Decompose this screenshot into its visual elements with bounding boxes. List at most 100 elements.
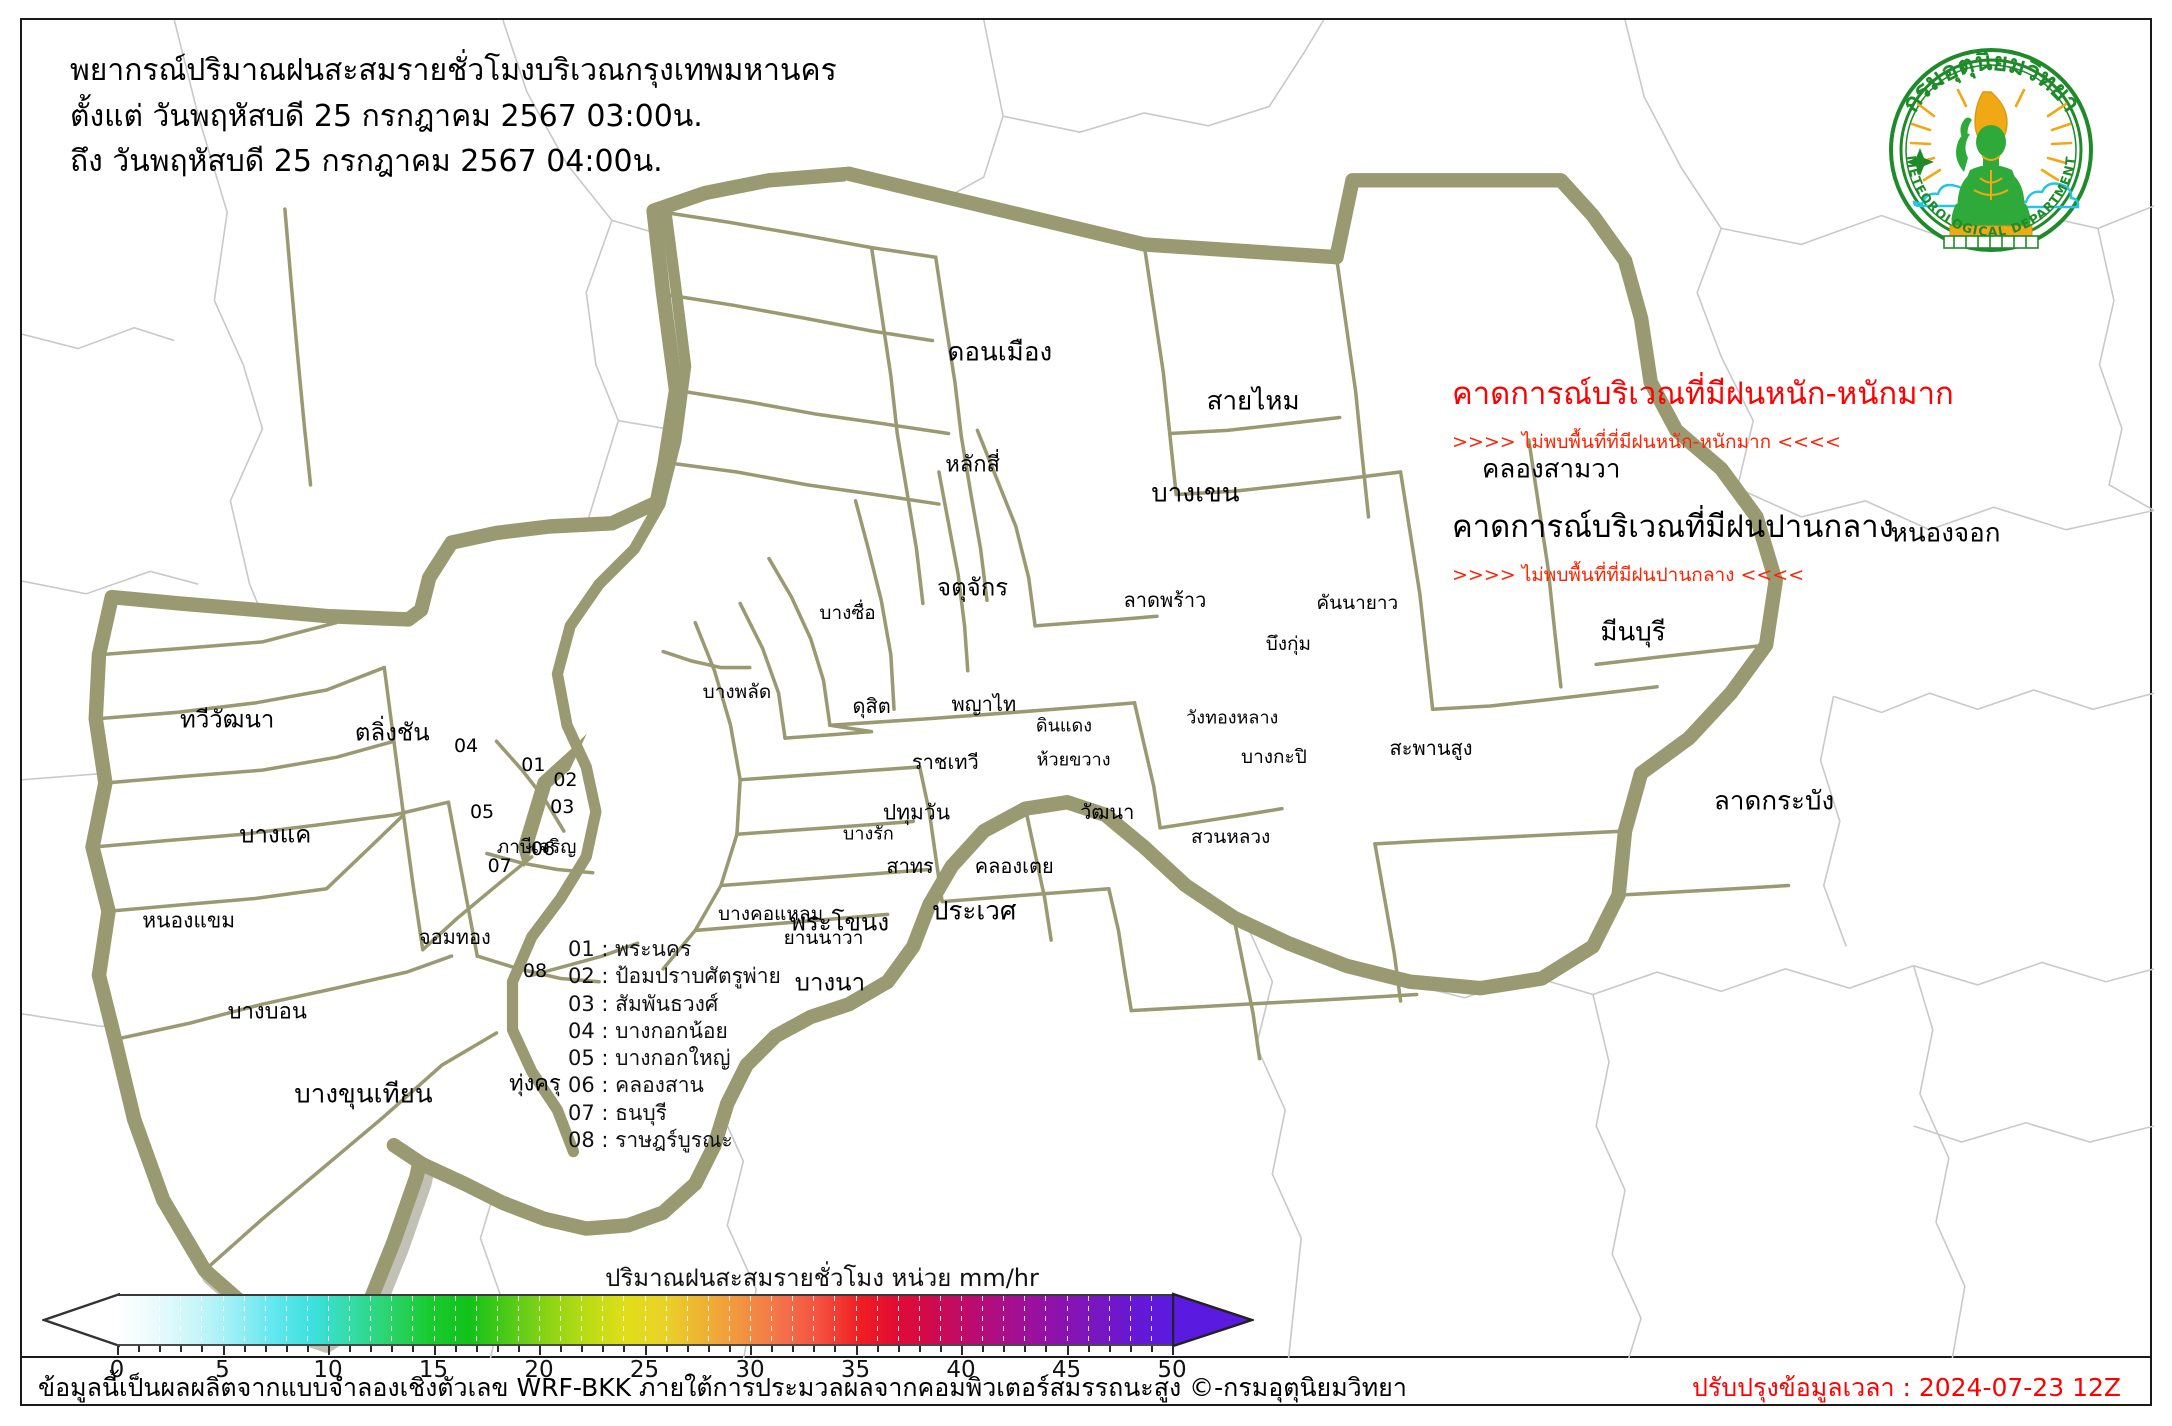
district-label: หลักสี่ <box>945 452 1000 478</box>
district-label: 02 <box>553 768 578 791</box>
district-label: ลาดพร้าว <box>1123 588 1207 613</box>
colorbar-gridline <box>686 1296 688 1344</box>
district-label: บึงกุ่ม <box>1265 632 1312 655</box>
district-label: คันนายาว <box>1316 592 1399 615</box>
colorbar-minor-tick <box>707 1346 710 1352</box>
colorbar-minor-tick <box>201 1346 204 1352</box>
page-title: พยากรณ์ปริมาณฝนสะสมรายชั่วโมงบริเวณกรุงเ… <box>70 48 837 185</box>
colorbar-minor-tick <box>475 1346 478 1352</box>
colorbar-gridline <box>475 1296 477 1344</box>
colorbar-gridline <box>285 1296 287 1344</box>
colorbar-minor-tick <box>285 1346 288 1352</box>
colorbar-minor-tick <box>306 1346 309 1352</box>
colorbar-minor-tick <box>1003 1346 1006 1352</box>
colorbar-gridline <box>454 1296 456 1344</box>
title-line-2: ตั้งแต่ วันพฤหัสบดี 25 กรกฎาคม 2567 03:0… <box>70 98 703 134</box>
colorbar-tick-label: 20 <box>524 1357 554 1383</box>
district-label: บางแค <box>239 820 312 849</box>
district-label: ลาดกระบัง <box>1713 786 1835 817</box>
district-label: สาทร <box>886 854 934 879</box>
district-label: ราชเทวี <box>911 750 979 775</box>
district-label: บางบอน <box>227 999 307 1025</box>
colorbar-gridline <box>264 1296 266 1344</box>
colorbar-minor-tick <box>918 1346 921 1352</box>
district-label: 04 <box>453 735 479 758</box>
colorbar-tick-mark <box>539 1346 541 1355</box>
colorbar-minor-tick <box>412 1346 415 1352</box>
district-label: สายไหม <box>1206 386 1300 417</box>
colorbar-minor-tick <box>560 1346 563 1352</box>
colorbar-tick-mark <box>644 1346 647 1355</box>
district-label: บางซื่อ <box>819 602 876 625</box>
colorbar-gridline <box>792 1296 794 1344</box>
district-label: บางนา <box>794 968 866 997</box>
colorbar-max-arrow <box>1172 1292 1254 1348</box>
colorbar-gradient-body <box>117 1294 1172 1346</box>
colorbar-gridline <box>539 1296 540 1344</box>
colorbar-minor-tick <box>834 1346 837 1352</box>
colorbar-minor-tick <box>623 1346 626 1352</box>
colorbar-minor-tick <box>982 1346 985 1352</box>
district-code-row: 04 : บางกอกน้อย <box>568 1018 728 1043</box>
map-frame: พยากรณ์ปริมาณฝนสะสมรายชั่วโมงบริเวณกรุงเ… <box>20 18 2154 1383</box>
colorbar-minor-tick <box>349 1346 352 1352</box>
colorbar-minor-tick <box>1129 1346 1132 1352</box>
colorbar-gridline <box>1003 1296 1005 1344</box>
district-label: วัฒนา <box>1080 799 1135 824</box>
colorbar-minor-tick <box>665 1346 668 1352</box>
district-label: บางพลัด <box>702 680 772 703</box>
colorbar-gridline <box>159 1296 161 1344</box>
district-label: 03 <box>550 796 575 818</box>
colorbar-gridline <box>876 1296 878 1344</box>
colorbar-gridline <box>1150 1296 1152 1344</box>
district-label: ดินแดง <box>1035 715 1092 737</box>
colorbar-gridline <box>1087 1296 1089 1344</box>
district-code-row: 05 : บางกอกใหญ่ <box>568 1046 731 1071</box>
district-label: ตลิ่งชัน <box>354 718 430 747</box>
colorbar-gridline <box>750 1296 751 1344</box>
colorbar-tick-label: 25 <box>629 1357 660 1383</box>
district-label: บางกะปิ <box>1241 746 1307 769</box>
colorbar-gridline <box>813 1296 815 1344</box>
colorbar-gridline <box>412 1296 414 1344</box>
colorbar-gridline <box>707 1296 709 1344</box>
colorbar-gridline <box>1129 1296 1131 1344</box>
district-label: 05 <box>469 800 495 823</box>
colorbar-gridline <box>433 1296 435 1344</box>
legend-spacer <box>1452 457 2152 509</box>
colorbar-gridline <box>665 1296 667 1344</box>
district-label: 08 <box>522 959 548 982</box>
colorbar-gridline <box>1108 1296 1110 1344</box>
colorbar-tick-label: 5 <box>215 1357 230 1383</box>
colorbar-tick-label: 10 <box>313 1357 343 1383</box>
colorbar-min-arrow <box>42 1292 120 1348</box>
colorbar-tick-mark <box>855 1346 858 1355</box>
district-label: จตุจักร <box>937 573 1009 602</box>
district-code-row: 02 : ป้อมปราบศัตรูพ่าย <box>568 964 781 989</box>
district-label: ดอนเมือง <box>947 337 1053 368</box>
colorbar-gridline <box>349 1296 351 1344</box>
colorbar-tick-label: 50 <box>1157 1357 1187 1383</box>
district-label: ทวีวัฒนา <box>180 705 275 734</box>
colorbar-minor-tick <box>1150 1346 1153 1352</box>
moderate-rain-heading: คาดการณ์บริเวณที่มีฝนปานกลาง <box>1452 509 1894 546</box>
colorbar-gridline <box>855 1296 857 1344</box>
colorbar-minor-tick <box>1087 1346 1090 1352</box>
colorbar-minor-tick <box>454 1346 457 1352</box>
colorbar-tick-mark <box>117 1346 119 1355</box>
colorbar-minor-tick <box>686 1346 689 1352</box>
district-label: สะพานสูง <box>1389 735 1473 760</box>
district-label: หนองจอก <box>1890 518 2001 549</box>
colorbar-minor-tick <box>876 1346 879 1352</box>
colorbar-gridline <box>982 1296 984 1344</box>
colorbar-tick-label: 0 <box>109 1357 125 1383</box>
heavy-rain-value: >>>> ไม่พบพื้นที่ที่มีฝนหนัก-หนักมาก <<<… <box>1452 431 1841 454</box>
colorbar-gridline <box>517 1296 519 1344</box>
colorbar-tick-mark <box>1172 1346 1174 1355</box>
district-label: ห้วยขวาง <box>1036 749 1111 771</box>
colorbar-minor-tick <box>939 1346 942 1352</box>
title-line-1: พยากรณ์ปริมาณฝนสะสมรายชั่วโมงบริเวณกรุงเ… <box>70 53 837 88</box>
colorbar-gridline <box>496 1296 498 1344</box>
colorbar-gridline <box>370 1296 372 1344</box>
district-label: ยานนาวา <box>783 927 864 950</box>
